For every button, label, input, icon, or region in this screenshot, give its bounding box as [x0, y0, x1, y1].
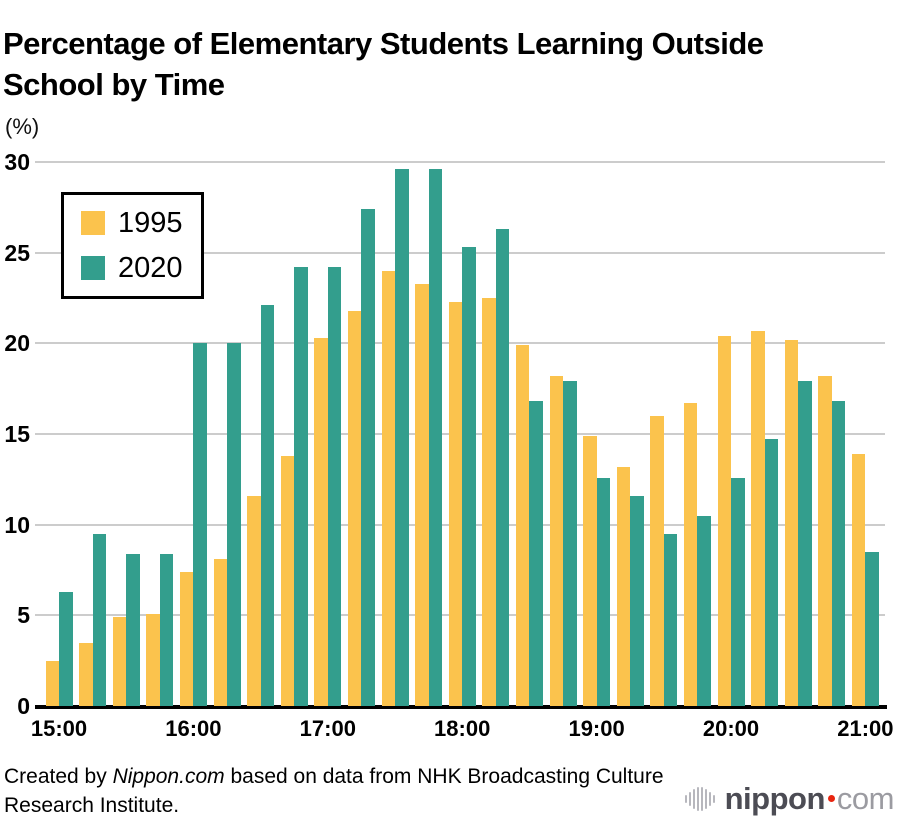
bar-1995-18:15 — [482, 298, 496, 706]
x-axis-line — [35, 705, 887, 709]
bar-2020-19:15 — [630, 495, 644, 706]
bar-2020-21:00 — [865, 551, 879, 706]
bar-1995-21:00 — [851, 453, 866, 706]
y-axis-tick-label: 15 — [4, 421, 30, 447]
y-axis-tick-label: 5 — [17, 602, 30, 629]
bar-1995-20:45 — [818, 375, 832, 706]
bar-1995-17:45 — [415, 283, 429, 706]
legend-label: 1995 — [118, 207, 183, 239]
y-axis-tick-label: 10 — [4, 511, 30, 538]
x-axis-tick-label: 15:00 — [30, 716, 88, 741]
bar-2020-19:00 — [596, 477, 611, 706]
logo-red-dot-icon — [827, 795, 835, 802]
bar-1995-20:30 — [784, 339, 799, 706]
bar-2020-15:00 — [59, 591, 73, 706]
y-axis-tick-label: 0 — [17, 693, 30, 719]
bar-2020-18:15 — [495, 229, 510, 706]
legend-item-2020: 2020 — [81, 253, 183, 283]
bar-2020-18:30 — [529, 401, 543, 706]
logo-text-com: com — [836, 781, 895, 816]
nippon-com-logo: nippon com — [682, 781, 895, 817]
x-axis-tick-label: 21:00 — [837, 716, 894, 741]
nippon-logo-bars-icon — [684, 787, 715, 811]
bar-2020-19:45 — [697, 515, 711, 706]
gridline-25 — [35, 251, 885, 254]
legend-swatch-2020 — [81, 256, 105, 280]
bar-1995-19:30 — [650, 415, 664, 706]
x-axis-tick-label: 17:00 — [299, 716, 356, 741]
bar-2020-19:30 — [663, 533, 678, 706]
bar-2020-16:15 — [227, 343, 241, 706]
bar-2020-20:30 — [798, 381, 812, 706]
legend-label: 2020 — [118, 252, 183, 284]
page-title: Percentage of Elementary Students Learni… — [3, 25, 764, 102]
bar-1995-19:15 — [616, 466, 631, 706]
x-axis-tick-label: 19:00 — [568, 716, 625, 741]
y-axis-tick-label: 25 — [4, 239, 30, 266]
bar-2020-20:45 — [831, 401, 846, 706]
bar-2020-18:00 — [462, 247, 476, 706]
source-note-brand: Nippon.com — [112, 765, 225, 788]
bar-2020-17:00 — [327, 267, 342, 706]
gridline-30 — [35, 161, 885, 163]
bar-1995-15:30 — [112, 617, 127, 706]
bar-1995-18:45 — [549, 375, 563, 706]
bar-1995-15:45 — [146, 613, 160, 706]
y-axis-tick-label: 30 — [4, 149, 30, 175]
bar-2020-18:45 — [563, 381, 577, 706]
bar-1995-16:15 — [213, 559, 227, 706]
x-axis-tick-label: 18:00 — [434, 716, 491, 741]
bar-2020-17:45 — [428, 169, 443, 706]
bar-1995-16:30 — [247, 495, 261, 706]
y-axis-tick-label: 20 — [4, 330, 30, 357]
x-axis-tick-label: 16:00 — [165, 716, 222, 741]
bar-2020-16:30 — [260, 305, 275, 706]
source-note: Created by Nippon.com based on data from… — [4, 762, 664, 820]
bar-1995-16:45 — [280, 455, 295, 706]
bar-2020-20:00 — [731, 477, 745, 706]
bar-2020-16:45 — [294, 267, 308, 706]
legend-swatch-1995 — [81, 211, 105, 235]
legend-item-1995: 1995 — [81, 208, 183, 238]
bar-1995-20:00 — [717, 336, 731, 706]
bar-1995-18:00 — [448, 301, 463, 706]
bar-1995-17:15 — [347, 310, 362, 706]
chart-legend: 1995 2020 — [61, 192, 204, 299]
bar-2020-17:30 — [395, 169, 409, 706]
y-axis-unit-label: (%) — [5, 114, 40, 139]
bar-1995-15:00 — [45, 660, 59, 706]
bar-1995-17:30 — [381, 270, 395, 706]
bar-1995-18:30 — [515, 345, 530, 706]
source-note-text: based on data from NHK Broadcasting Cult… — [4, 765, 664, 817]
bar-1995-20:15 — [751, 330, 765, 706]
bar-1995-17:00 — [314, 337, 328, 706]
bar-2020-17:15 — [361, 209, 375, 706]
bar-chart: 15:00 16:00 17:00 18:00 19:00 20:00 21:00 0 5 10… — [0, 149, 900, 770]
bar-2020-15:45 — [159, 553, 174, 706]
bar-1995-19:45 — [683, 403, 698, 706]
bar-1995-19:00 — [583, 435, 597, 706]
plot-area: 15:00 16:00 17:00 18:00 19:00 20:00 21:00 — [31, 161, 894, 741]
source-note-text: Created by — [4, 765, 113, 788]
bar-2020-16:00 — [193, 343, 207, 706]
bar-2020-15:30 — [126, 553, 140, 706]
bar-2020-20:15 — [764, 439, 779, 706]
logo-text-nippon: nippon — [724, 781, 826, 816]
bar-1995-15:15 — [79, 642, 93, 706]
x-axis-tick-label: 20:00 — [702, 716, 760, 741]
bar-2020-15:15 — [92, 533, 107, 706]
bar-1995-16:00 — [179, 571, 194, 706]
